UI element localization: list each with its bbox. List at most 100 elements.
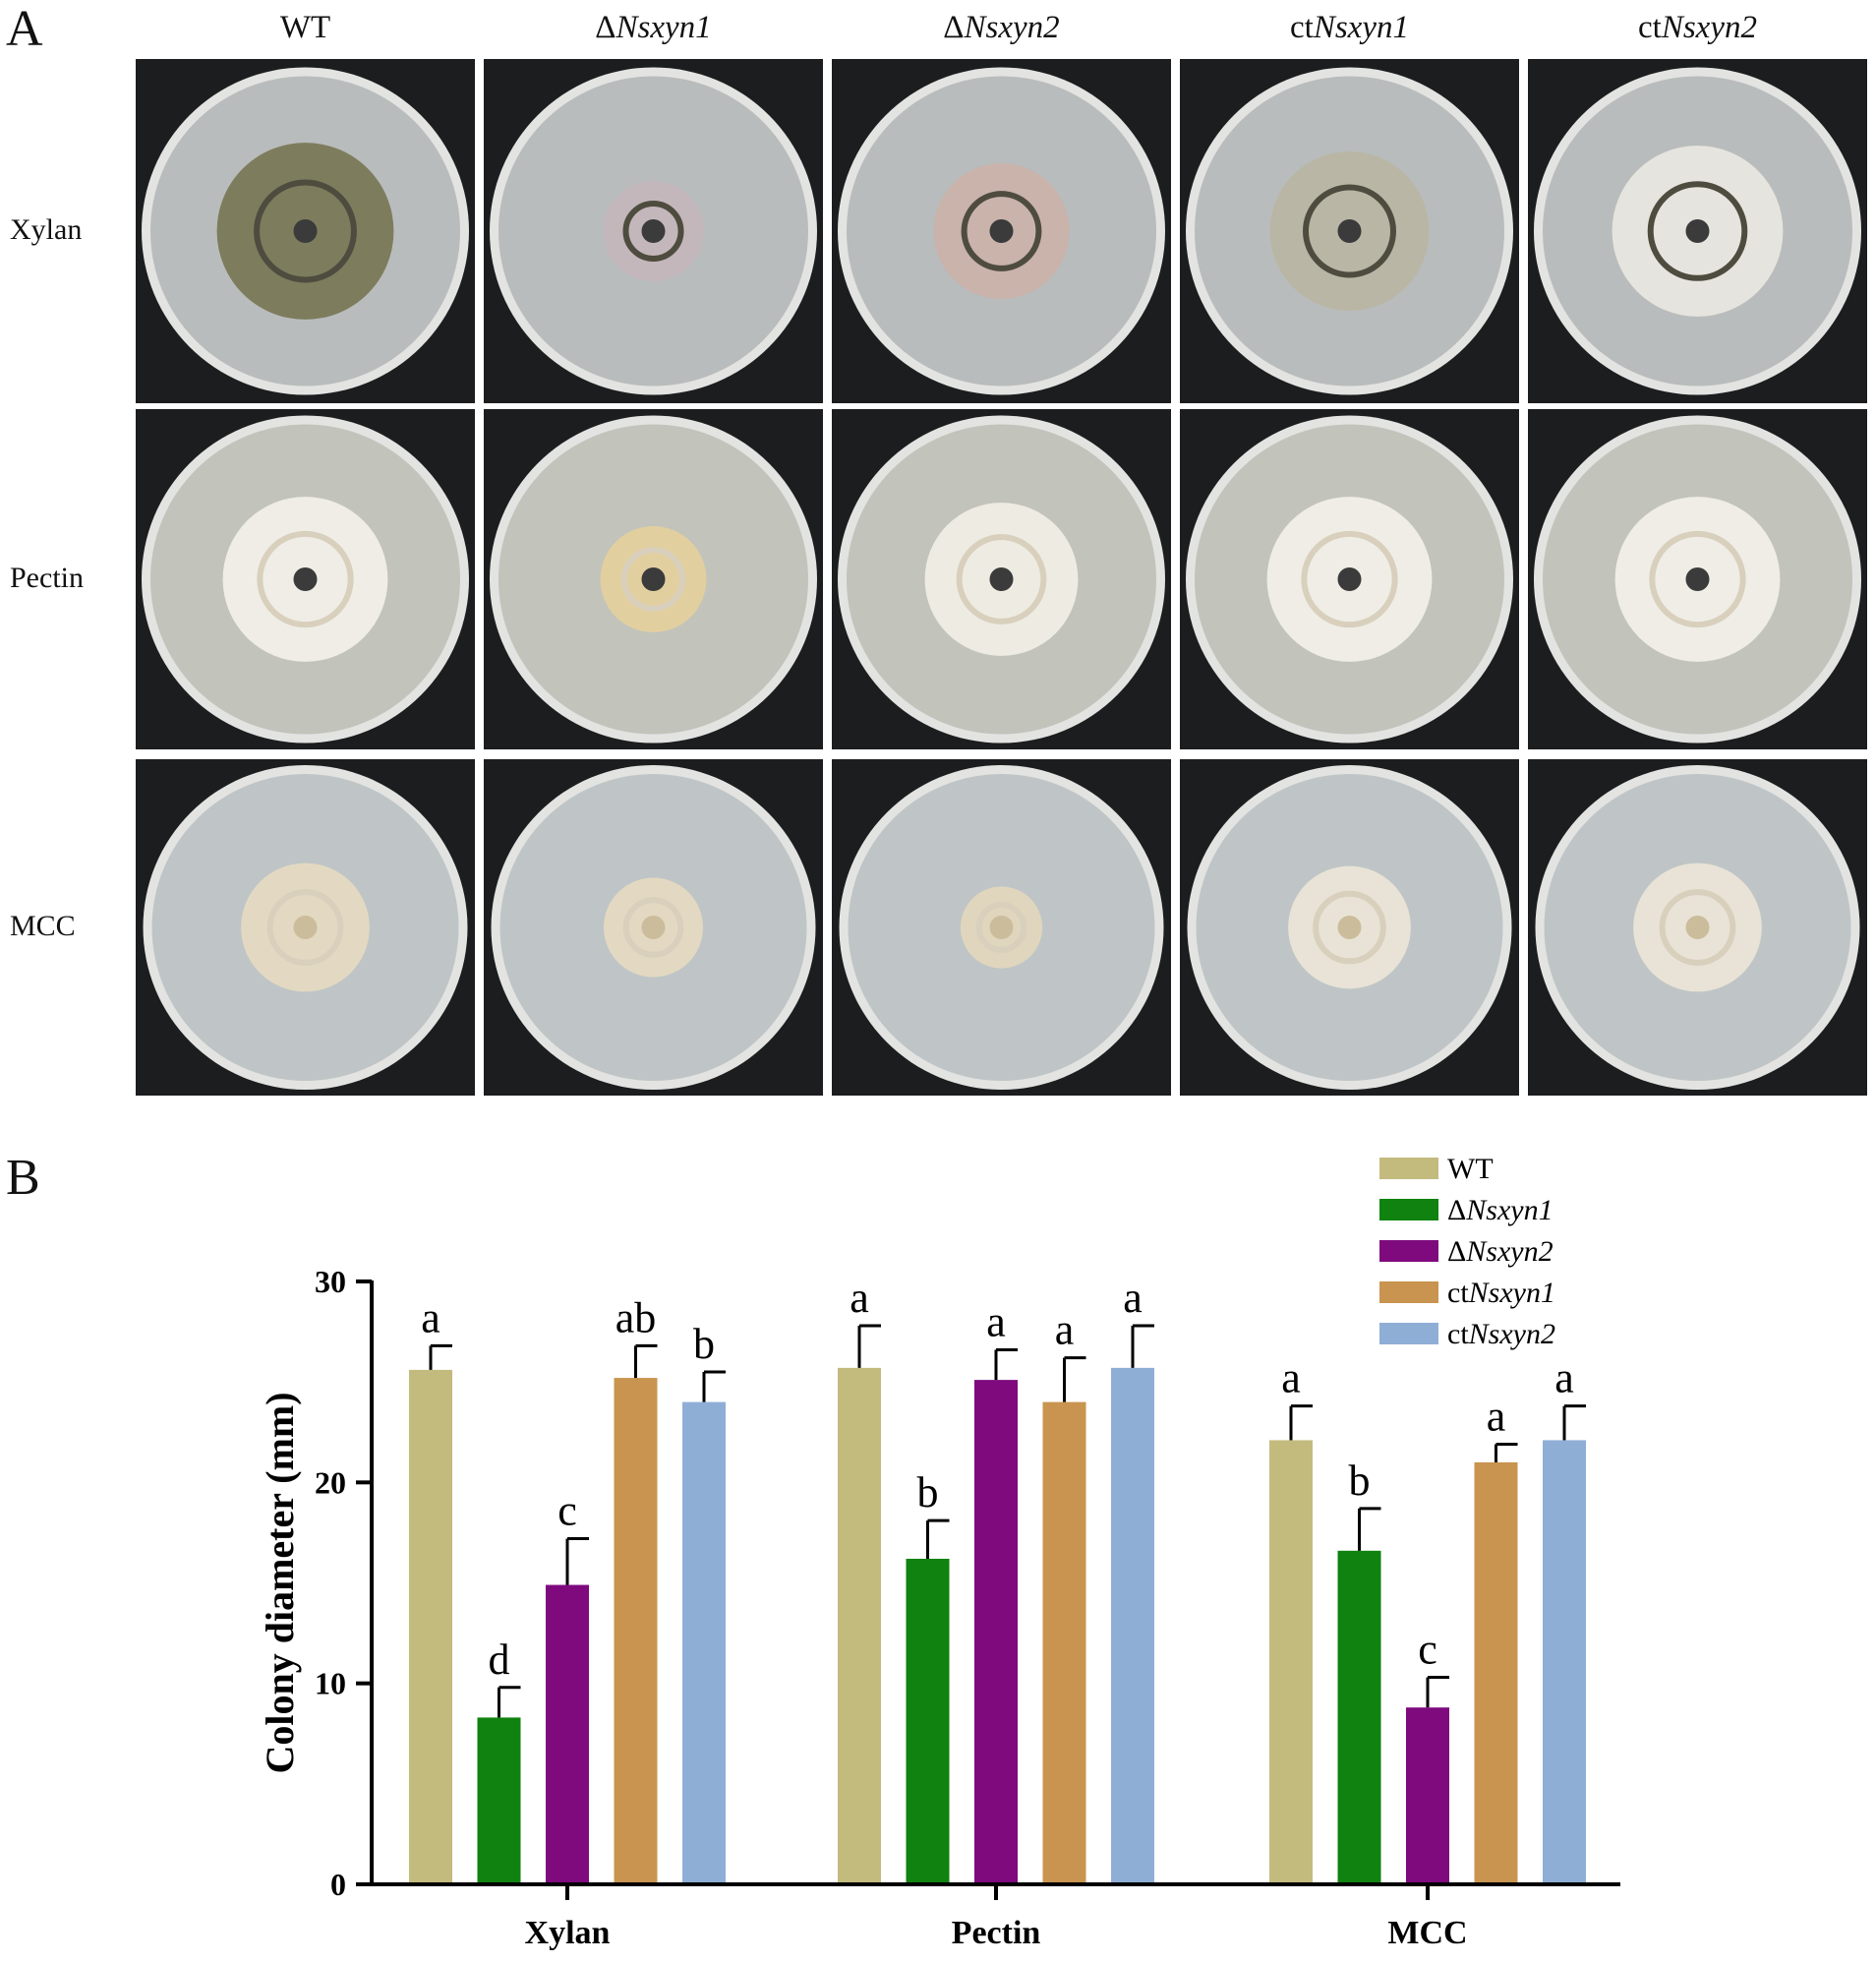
petri-dish-photo	[136, 59, 475, 403]
colony-ring	[257, 530, 354, 628]
colony-ring	[622, 200, 684, 263]
bar	[1269, 1440, 1313, 1884]
legend-label: ctNsxyn1	[1447, 1277, 1555, 1309]
column-label-prefix: Δ	[943, 10, 965, 45]
column-label-strain: Nsxyn2	[1661, 10, 1757, 45]
colony-ring	[975, 902, 1027, 953]
significance-letter: ab	[616, 1293, 657, 1341]
petri-dish-photo	[136, 759, 475, 1096]
bar	[409, 1369, 452, 1884]
column-label-strain: Nsxyn1	[1313, 10, 1409, 45]
bar	[546, 1584, 589, 1884]
legend-swatch	[1379, 1281, 1438, 1303]
significance-letter: a	[1281, 1354, 1301, 1402]
legend-swatch	[1379, 1199, 1438, 1220]
colony-ring	[1647, 181, 1748, 281]
column-label-prefix: ct	[1638, 10, 1662, 45]
inoculum-plug	[293, 567, 318, 591]
column-label-2: ΔNsxyn1	[484, 10, 823, 46]
petri-dish-photo	[832, 759, 1171, 1096]
inoculum-plug	[1685, 916, 1710, 939]
y-axis-title: Colony diameter (mm)	[258, 1392, 302, 1773]
significance-letter: a	[1554, 1354, 1574, 1402]
bar	[1543, 1440, 1586, 1884]
x-tick-label: Pectin	[952, 1915, 1041, 1951]
y-tick-label: 20	[315, 1464, 346, 1500]
significance-letter: a	[1055, 1306, 1075, 1354]
y-tick-label: 30	[315, 1264, 346, 1299]
significance-letter: a	[421, 1293, 440, 1341]
column-label-prefix: ct	[1290, 10, 1314, 45]
significance-letter: a	[850, 1274, 869, 1322]
column-label-prefix: Δ	[595, 10, 616, 45]
column-label-3: ΔNsxyn2	[832, 10, 1171, 46]
legend-label: ΔNsxyn1	[1447, 1194, 1554, 1226]
column-label-5: ctNsxyn2	[1528, 10, 1867, 46]
inoculum-plug	[989, 916, 1014, 939]
bar	[838, 1367, 881, 1884]
inoculum-plug	[1685, 567, 1710, 591]
petri-dish-photo	[484, 759, 823, 1096]
petri-dish-photo	[832, 409, 1171, 749]
legend-label: ΔNsxyn2	[1447, 1235, 1554, 1268]
inoculum-plug	[989, 219, 1014, 243]
colony-ring	[1301, 530, 1398, 628]
inoculum-plug	[989, 567, 1014, 591]
colony-ring	[254, 179, 357, 283]
significance-letter: a	[986, 1297, 1006, 1345]
colony-ring	[1313, 890, 1386, 965]
y-tick-label: 10	[315, 1666, 346, 1701]
x-tick-label: Xylan	[525, 1915, 611, 1951]
colony-ring	[622, 897, 684, 958]
bar	[906, 1558, 950, 1884]
bar	[477, 1717, 521, 1884]
bar	[1042, 1401, 1086, 1884]
petri-dish-photo	[1180, 409, 1519, 749]
column-label-strain: Nsxyn2	[964, 10, 1060, 45]
significance-letter: b	[693, 1320, 715, 1368]
row-label-mcc: MCC	[10, 910, 76, 942]
petri-dish-photo	[136, 409, 475, 749]
inoculum-plug	[293, 219, 318, 243]
significance-letter: b	[1349, 1457, 1371, 1505]
significance-letter: a	[1123, 1274, 1143, 1322]
column-label-1: WT	[136, 10, 475, 46]
petri-dish-photo	[1528, 59, 1867, 403]
bar	[1474, 1461, 1518, 1884]
petri-dish-photo	[1180, 759, 1519, 1096]
bar	[1111, 1367, 1154, 1884]
significance-letter: a	[1487, 1393, 1506, 1441]
bar	[1337, 1550, 1381, 1884]
column-label-prefix: WT	[279, 10, 331, 45]
inoculum-plug	[641, 916, 666, 939]
x-tick-label: MCC	[1387, 1915, 1467, 1951]
colony-ring	[956, 534, 1047, 625]
inoculum-plug	[293, 916, 318, 939]
y-tick-label: 0	[330, 1867, 346, 1902]
colony-ring	[961, 191, 1042, 271]
inoculum-plug	[1337, 219, 1362, 243]
colony-ring	[1649, 530, 1746, 628]
column-label-4: ctNsxyn1	[1180, 10, 1519, 46]
inoculum-plug	[641, 219, 666, 243]
inoculum-plug	[1337, 916, 1362, 939]
colony-ring	[1659, 889, 1736, 966]
petri-dish-photo	[832, 59, 1171, 403]
panel-b-letter: B	[6, 1150, 40, 1206]
bar	[682, 1401, 726, 1884]
panel-a-letter: A	[6, 1, 43, 57]
colony-ring	[1302, 184, 1397, 278]
legend-swatch	[1379, 1158, 1438, 1179]
significance-letter: d	[489, 1636, 510, 1684]
legend-label: WT	[1447, 1153, 1494, 1185]
legend-swatch	[1379, 1240, 1438, 1262]
colony-ring	[266, 889, 344, 966]
legend-swatch	[1379, 1323, 1438, 1344]
petri-dish-photo	[1528, 409, 1867, 749]
inoculum-plug	[1337, 567, 1362, 591]
bar	[974, 1380, 1018, 1884]
row-label-xylan: Xylan	[10, 213, 83, 246]
petri-dish-photo	[1528, 759, 1867, 1096]
column-label-strain: Nsxyn1	[616, 10, 712, 45]
